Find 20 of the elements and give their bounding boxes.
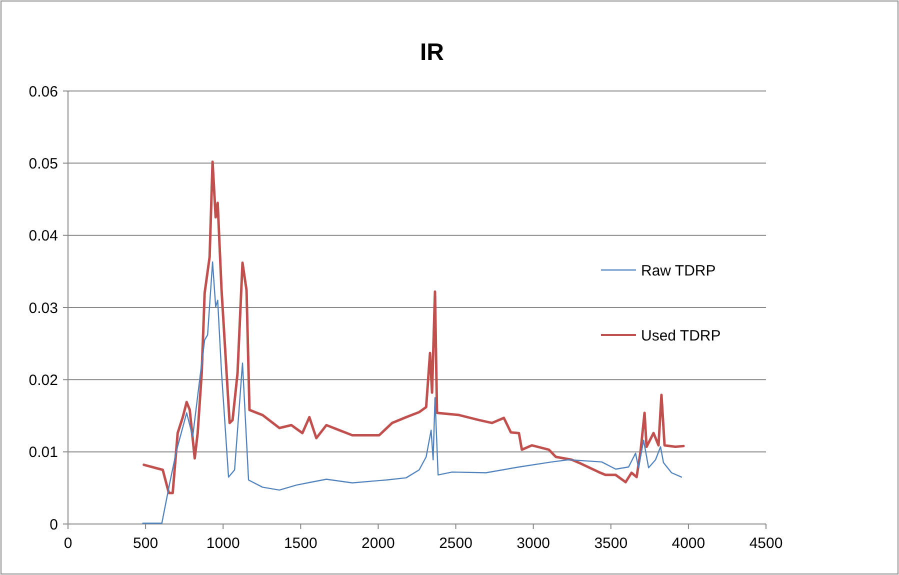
x-tick-label: 3000 — [516, 535, 550, 552]
y-tick-label: 0.02 — [28, 372, 58, 389]
legend-label: Used TDRP — [641, 327, 721, 344]
legend-label: Raw TDRP — [641, 262, 716, 280]
x-tick-label: 4000 — [672, 535, 706, 552]
y-tick-label: 0.04 — [28, 228, 58, 245]
y-tick-label: 0.01 — [28, 444, 58, 462]
x-tick-label: 3500 — [594, 535, 628, 552]
x-tick-label: 1500 — [284, 535, 318, 552]
x-tick-label: 2500 — [439, 535, 472, 552]
y-tick-label: 0.03 — [28, 300, 58, 317]
y-tick-label: 0 — [50, 516, 58, 534]
y-tick-label: 0.05 — [28, 155, 58, 172]
chart-title: IR — [420, 39, 444, 66]
y-tick-label: 0.06 — [28, 83, 58, 100]
x-tick-label: 2000 — [362, 535, 395, 552]
x-tick-label: 500 — [133, 535, 158, 552]
x-tick-label: 4500 — [749, 535, 783, 552]
x-tick-label: 0 — [64, 535, 72, 552]
x-tick-label: 1000 — [206, 535, 240, 552]
